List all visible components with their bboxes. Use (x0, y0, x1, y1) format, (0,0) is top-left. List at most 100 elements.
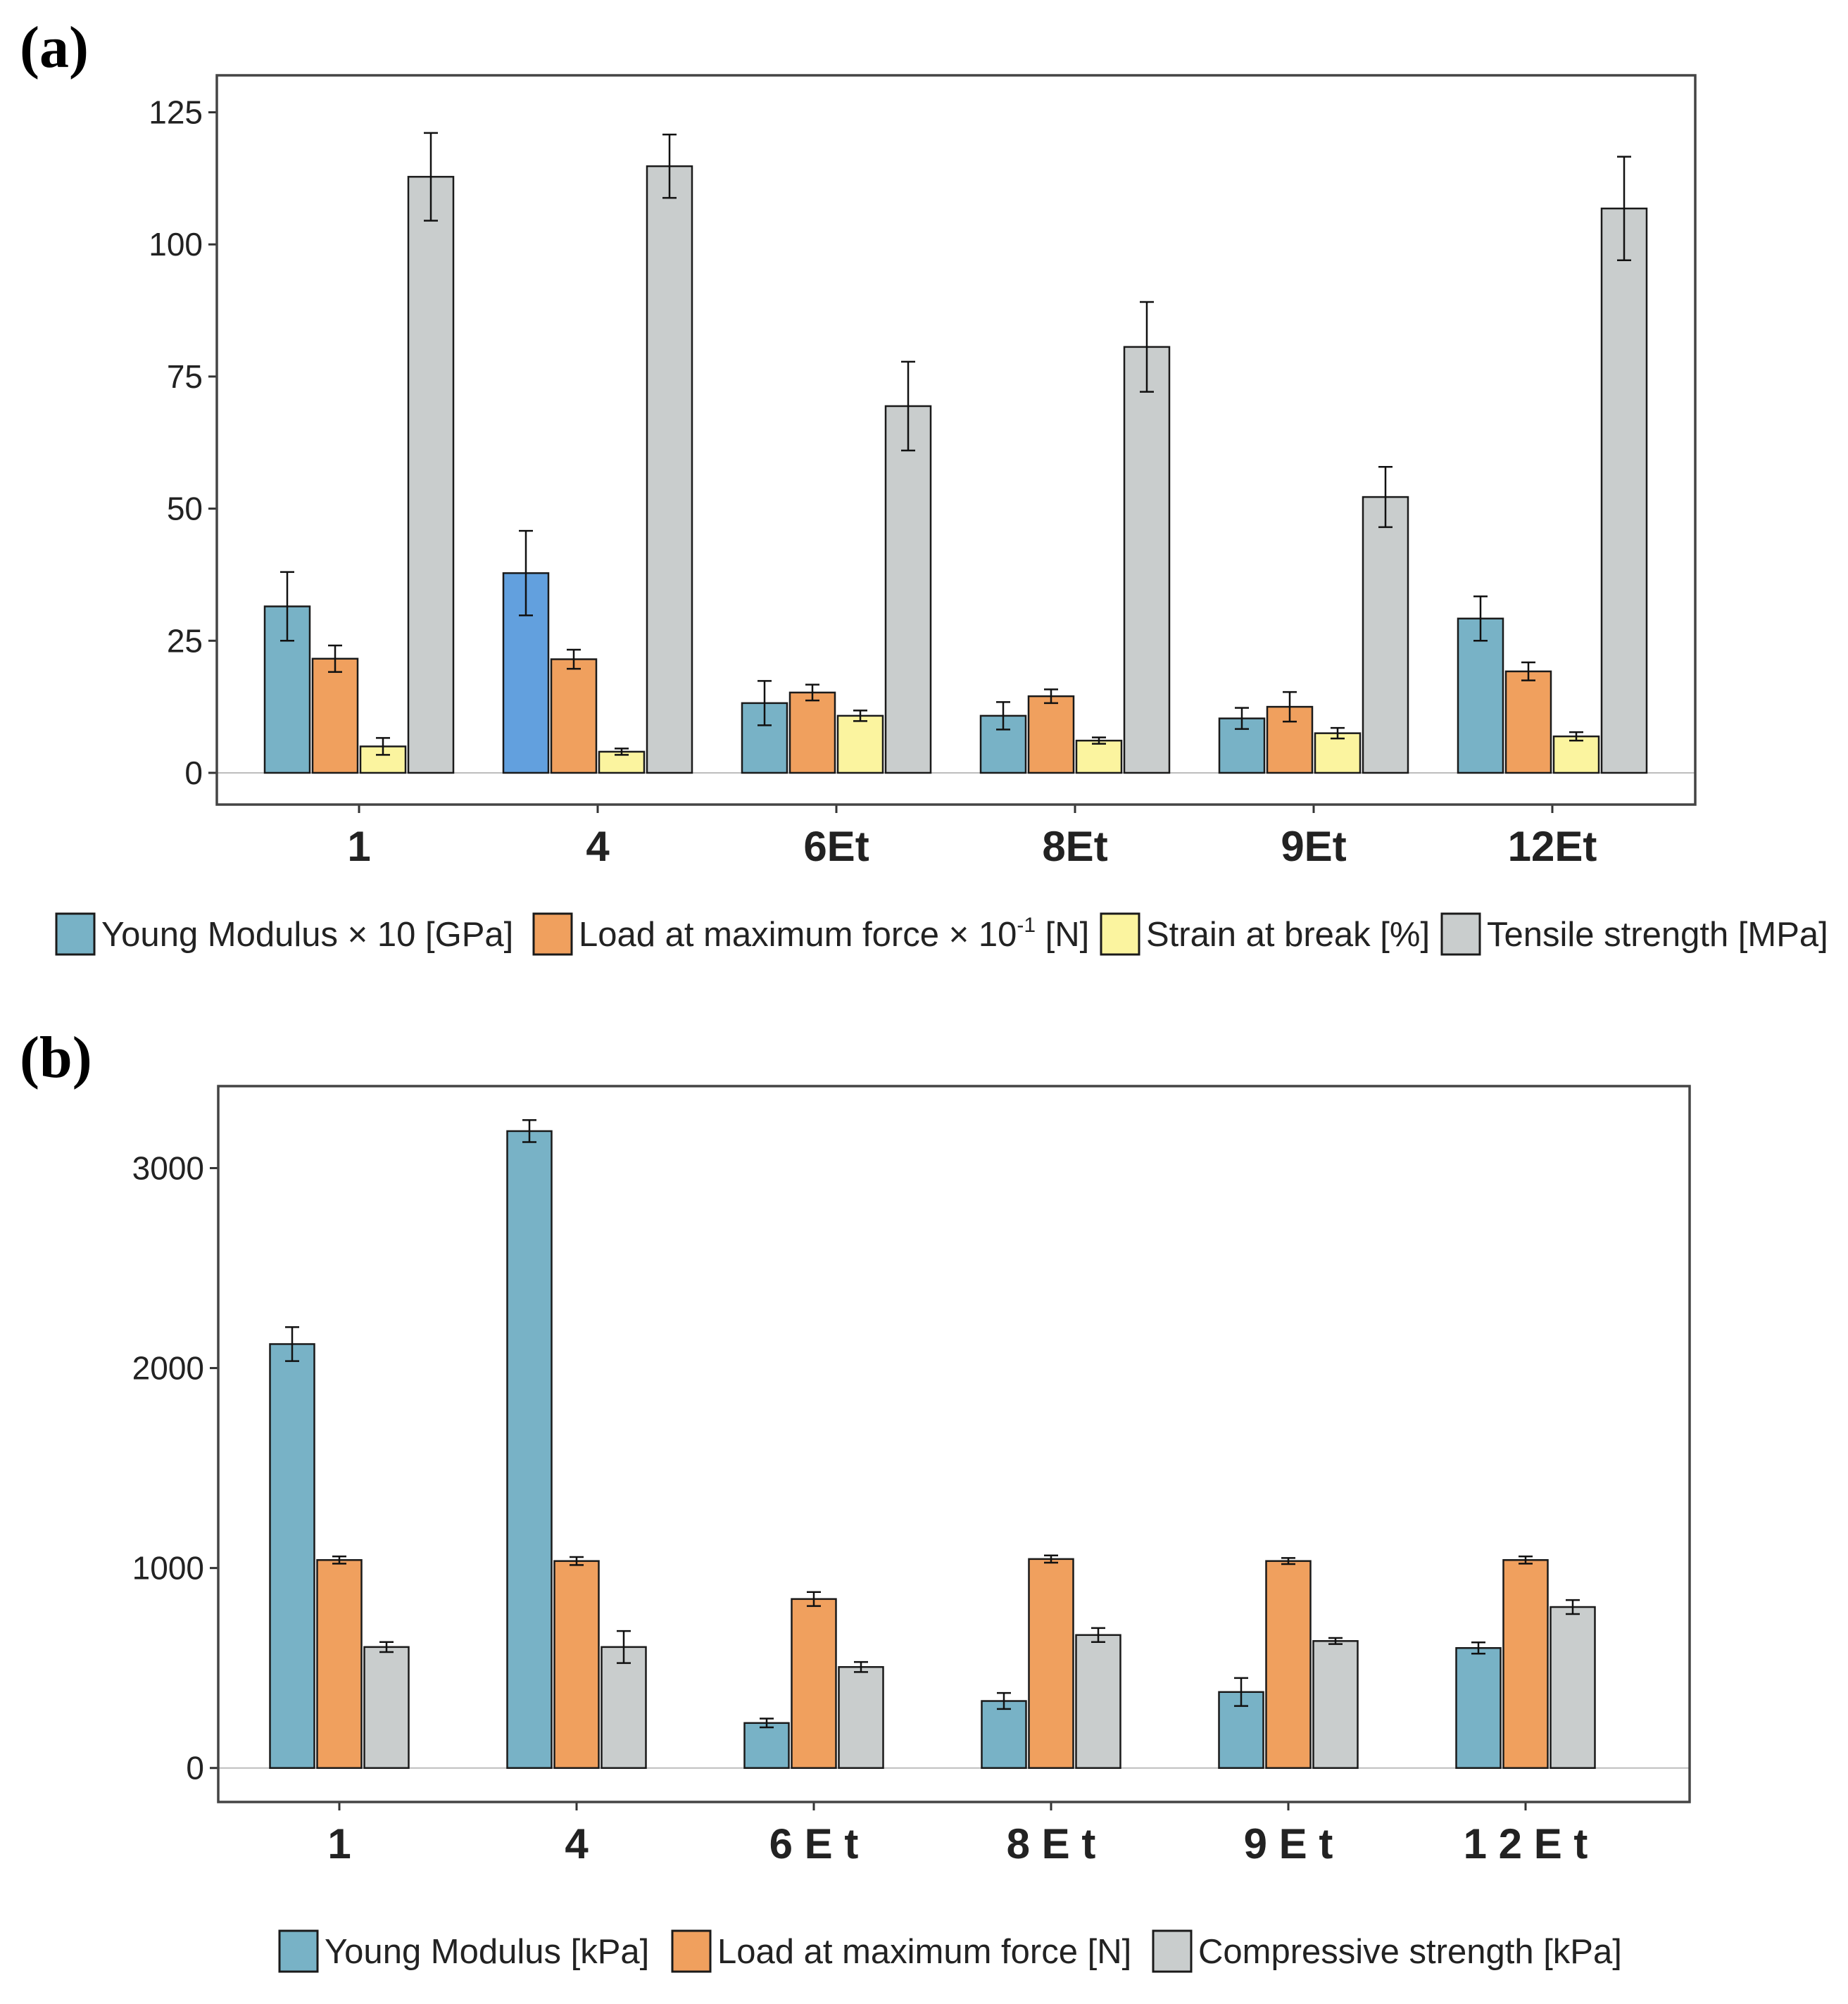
error-bar (1283, 691, 1297, 723)
bar-load-1 (553, 1560, 600, 1769)
error-bar (617, 1630, 631, 1664)
legend-item: Load at maximum force [N] (671, 1929, 1131, 1973)
error-bar (522, 1119, 536, 1143)
bar-strain-5 (1552, 735, 1600, 774)
error-bar (328, 644, 342, 673)
legend-item: Strain at break [%] (1100, 912, 1430, 956)
bar-load-3 (1028, 1558, 1074, 1769)
bar-young-1 (506, 1130, 553, 1769)
error-bar (805, 683, 819, 702)
error-bar (1328, 1637, 1343, 1645)
legend-swatch (1100, 912, 1140, 956)
error-bar (758, 680, 772, 726)
bar-compressive-0 (363, 1646, 410, 1769)
error-bar (807, 1591, 821, 1607)
error-bar (1092, 736, 1106, 745)
error-bar (1617, 156, 1631, 262)
y-tick-label: 125 (149, 94, 203, 131)
x-tick-label: 1 (327, 1820, 351, 1867)
error-bar (1234, 1677, 1248, 1707)
bar-tensile-1 (646, 165, 693, 774)
bar-tensile-0 (407, 175, 455, 774)
bar-young-3 (981, 1700, 1027, 1769)
x-tick-label: 9 E t (1244, 1820, 1333, 1867)
bar-young-5 (1455, 1647, 1502, 1769)
legend-a: Young Modulus × 10 [GPa] Load at maximum … (55, 912, 1828, 956)
error-bar (519, 529, 533, 617)
x-tick-label: 9Et (1281, 823, 1346, 870)
error-bar (1471, 1641, 1485, 1655)
bar-strain-4 (1314, 732, 1362, 774)
legend-item: Compressive strength [kPa] (1152, 1929, 1622, 1973)
error-bar (567, 648, 581, 670)
legend-item: Tensile strength [MPa] (1440, 912, 1828, 956)
error-bar (280, 571, 294, 642)
error-bar (1281, 1557, 1295, 1565)
y-tick-label: 25 (167, 622, 203, 659)
error-bar (1473, 595, 1488, 642)
error-bar (901, 360, 915, 452)
x-tick-label: 6Et (803, 823, 869, 870)
error-bar (1519, 1555, 1533, 1565)
error-bar (760, 1718, 774, 1729)
x-tick-label: 4 (565, 1820, 589, 1867)
legend-item: Load at maximum force × 10-1 [N] (532, 912, 1089, 956)
error-bar (853, 710, 867, 722)
y-tick-label: 0 (186, 1750, 204, 1786)
bar-young-5 (1457, 617, 1504, 774)
legend-label: Load at maximum force × 10-1 [N] (579, 914, 1089, 954)
y-tick-label: 3000 (132, 1149, 204, 1186)
legend-item: Young Modulus × 10 [GPa] (55, 912, 513, 956)
error-bar (424, 132, 438, 222)
x-tick-label: 4 (586, 823, 610, 870)
error-bar (996, 701, 1010, 731)
y-tick-label: 75 (167, 358, 203, 395)
bar-compressive-1 (601, 1646, 647, 1769)
bar-load-1 (550, 658, 598, 774)
panel-a-label: (a) (20, 15, 89, 80)
chart-b: 0 1000 2000 3000 1 4 6 E t 8 E t 9 E t 1 2 E t (132, 1085, 1691, 1867)
bar-tensile-5 (1600, 207, 1648, 774)
bar-tensile-3 (1123, 346, 1171, 774)
error-bar (1140, 301, 1154, 393)
error-bar (1331, 726, 1345, 740)
panel-b-label: (b) (20, 1025, 92, 1090)
error-bar (854, 1660, 868, 1673)
legend-label: Young Modulus × 10 [GPa] (101, 916, 513, 954)
error-bar (332, 1555, 346, 1565)
x-tick-label: 1 (347, 823, 370, 870)
y-tick-label: 1000 (132, 1550, 204, 1587)
legend-swatch (1440, 912, 1481, 956)
error-bar (1521, 661, 1535, 681)
legend-swatch (532, 912, 573, 956)
error-bar (1091, 1627, 1105, 1643)
legend-swatch (55, 912, 96, 956)
bar-load-2 (788, 691, 836, 774)
legend-label: Strain at break [%] (1146, 916, 1430, 954)
error-bar (1378, 466, 1393, 529)
bar-load-4 (1265, 1560, 1312, 1769)
bar-compressive-2 (838, 1665, 884, 1769)
bar-tensile-2 (884, 405, 932, 774)
error-bar (662, 133, 677, 199)
legend-label: Compressive strength [kPa] (1198, 1933, 1622, 1971)
bar-compressive-5 (1550, 1606, 1596, 1769)
legend-swatch (1152, 1929, 1193, 1973)
error-bar (379, 1641, 394, 1653)
bar-young-2 (743, 1722, 790, 1769)
plot-frame (215, 74, 1697, 806)
legend-swatch (671, 1929, 712, 1973)
legend-item: Young Modulus [kPa] (278, 1929, 649, 1973)
bar-load-5 (1504, 670, 1552, 774)
bar-tensile-4 (1362, 496, 1409, 774)
error-bar (1235, 707, 1249, 730)
x-tick-label: 12Et (1508, 823, 1597, 870)
error-bar (1569, 731, 1583, 742)
bar-load-2 (791, 1598, 837, 1769)
bar-load-0 (316, 1559, 363, 1769)
bar-young-0 (269, 1343, 315, 1769)
error-bar (570, 1556, 584, 1566)
plot-frame (217, 1085, 1691, 1803)
x-tick-label: 8 E t (1007, 1820, 1096, 1867)
